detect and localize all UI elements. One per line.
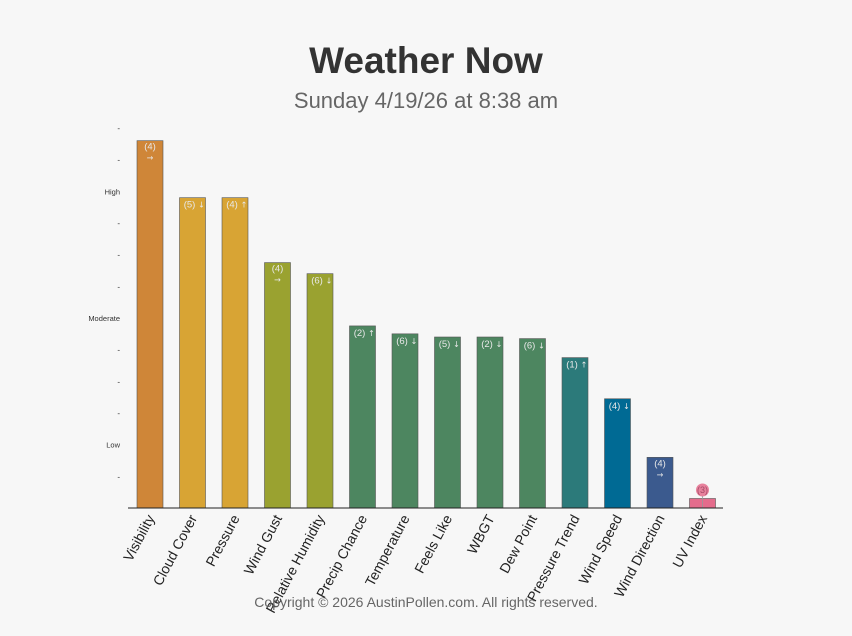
bar-value-label: (4) [654, 458, 666, 469]
bar-dew-point[interactable] [519, 338, 546, 509]
y-tick-label: - [117, 251, 120, 260]
bar-wind-speed[interactable] [604, 398, 631, 509]
x-tick-label: Visibility [120, 512, 158, 564]
bar-pressure-trend[interactable] [561, 357, 589, 509]
trend-arrow-icon: ↑ [368, 329, 375, 338]
bar-cloud-cover[interactable] [179, 197, 206, 509]
bar-value-label: (2) [354, 328, 366, 339]
x-tick-label: WBGT [464, 512, 498, 557]
trend-arrow-icon: ↑ [241, 201, 248, 210]
bar-visibility[interactable] [136, 140, 164, 509]
uv-index-marker [696, 483, 709, 497]
trend-arrow-icon: ↓ [326, 277, 333, 286]
trend-arrow-icon: ↓ [453, 340, 460, 349]
chart-title: Weather Now [309, 40, 543, 81]
x-tick-label: Dew Point [496, 512, 540, 576]
trend-arrow-icon: → [657, 470, 664, 479]
bar-value-label: (5) [439, 339, 451, 350]
bar-value-label: (4) [226, 200, 238, 211]
x-tick-label: UV Index [669, 512, 710, 570]
bar-value-label: (3) [697, 485, 708, 495]
bar-pressure[interactable] [221, 197, 249, 509]
bar-wind-direction[interactable] [646, 457, 674, 509]
trend-arrow-icon: ↓ [411, 337, 418, 346]
bar-value-label: (6) [311, 276, 323, 287]
y-tick-label: - [117, 282, 120, 291]
bar-value-label: (1) [566, 360, 578, 371]
chart-subtitle: Sunday 4/19/26 at 8:38 am [293, 88, 559, 113]
bar-value-label: (5) [184, 200, 196, 211]
trend-arrow-icon: → [147, 154, 154, 163]
x-tick-label: Cloud Cover [149, 512, 200, 589]
bar-wind-gust[interactable] [264, 262, 291, 509]
y-tick-label: - [117, 156, 120, 165]
y-tick-label: High [105, 187, 120, 196]
x-tick-label: Wind Speed [575, 512, 625, 587]
bar-feels-like[interactable] [434, 336, 461, 509]
x-tick-label: Temperature [362, 512, 413, 589]
bar-value-label: (4) [609, 401, 621, 412]
trend-arrow-icon: ↓ [623, 402, 630, 411]
bar-relative-humidity[interactable] [306, 273, 334, 509]
x-tick-label: Pressure [202, 512, 243, 569]
y-tick-label: - [117, 219, 120, 228]
trend-arrow-icon: ↓ [538, 342, 545, 351]
trend-arrow-icon: ↑ [581, 361, 588, 370]
bar-value-label: (4) [144, 142, 156, 153]
bar-value-label: (4) [272, 264, 284, 275]
bar-temperature[interactable] [391, 333, 419, 509]
y-tick-label: - [117, 409, 120, 418]
bar-value-label: (6) [396, 336, 408, 347]
bar-value-label: (2) [481, 339, 493, 350]
bar-wbgt[interactable] [476, 336, 504, 509]
trend-arrow-icon: → [274, 276, 281, 285]
x-tick-label: Feels Like [411, 512, 455, 576]
y-tick-label: - [117, 124, 120, 133]
x-tick-label: Wind Gust [240, 512, 285, 577]
y-tick-label: Low [106, 441, 120, 450]
y-tick-label: - [117, 346, 120, 355]
y-tick-label: Moderate [88, 314, 120, 323]
y-tick-label: - [117, 377, 120, 386]
bar-precip-chance[interactable] [349, 325, 376, 509]
trend-arrow-icon: ↓ [198, 201, 205, 210]
trend-arrow-icon: ↓ [496, 340, 503, 349]
y-tick-label: - [117, 472, 120, 481]
bar-value-label: (6) [524, 341, 536, 352]
copyright-footer: Copyright © 2026 AustinPollen.com. All r… [254, 594, 598, 610]
